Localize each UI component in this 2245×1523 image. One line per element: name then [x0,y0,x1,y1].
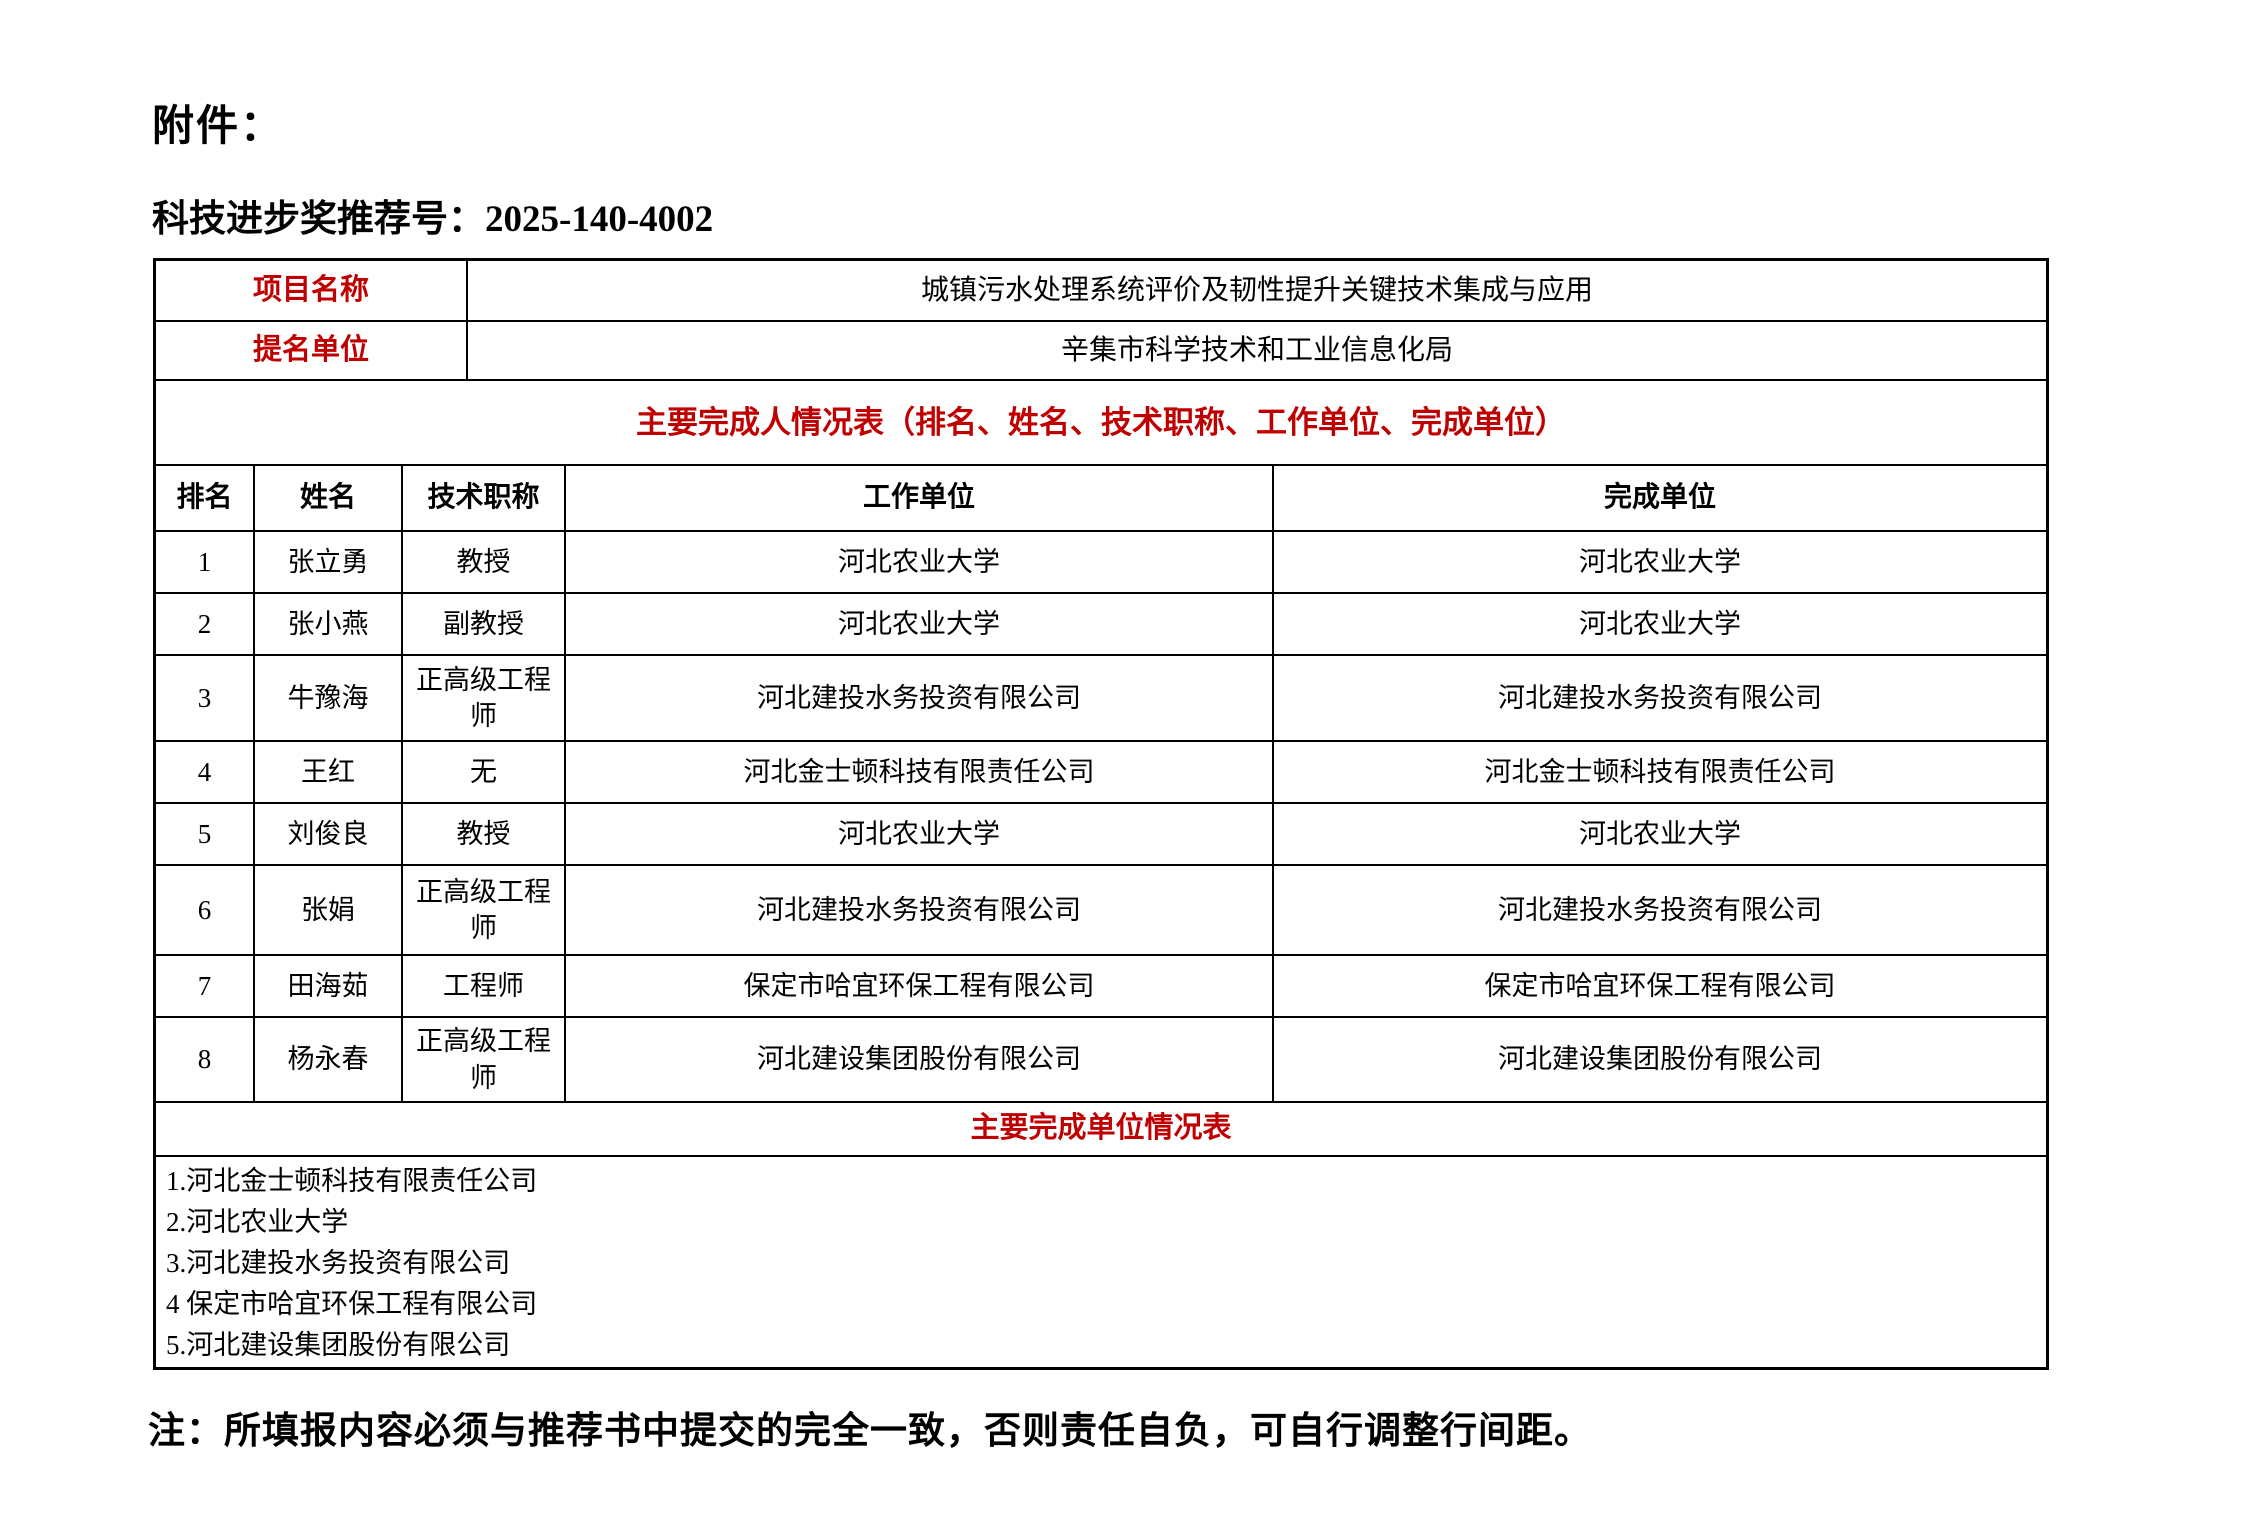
cell-rank: 8 [197,1044,212,1075]
cell-rank: 6 [197,894,212,925]
attachment-heading: 附件： [152,104,285,150]
cell-completion-unit: 河北建设集团股份有限公司 [1272,1018,2046,1101]
nominator-label: 提名单位 [252,333,369,366]
nominator-row: 提名单位 辛集市科学技术和工业信息化局 [156,320,2046,379]
completers-table-title: 主要完成人情况表（排名、姓名、技术职称、工作单位、完成单位） [636,404,1566,440]
cell-title: 教授 [401,804,564,864]
cell-work-unit: 河北农业大学 [564,532,1272,592]
nominator-value: 辛集市科学技术和工业信息化局 [466,322,2046,379]
cell-title: 正高级工程师 [401,656,564,740]
list-item: 2.河北农业大学 [166,1207,349,1237]
table-row: 4 王红 无 河北金士顿科技有限责任公司 河北金士顿科技有限责任公司 [156,740,2046,802]
cell-name: 王红 [253,742,401,802]
units-list-row: 1.河北金士顿科技有限责任公司 2.河北农业大学 3.河北建投水务投资有限公司 … [156,1155,2046,1367]
cell-name: 田海茹 [253,956,401,1016]
recommendation-number: 2025-140-4002 [485,199,714,240]
cell-completion-unit: 河北建投水务投资有限公司 [1272,656,2046,740]
cell-title: 教授 [401,532,564,592]
cell-completion-unit: 河北金士顿科技有限责任公司 [1272,742,2046,802]
table-row: 6 张娟 正高级工程师 河北建投水务投资有限公司 河北建投水务投资有限公司 [156,864,2046,954]
cell-completion-unit: 保定市哈宜环保工程有限公司 [1272,956,2046,1016]
cell-title: 副教授 [401,594,564,654]
table-row: 7 田海茹 工程师 保定市哈宜环保工程有限公司 保定市哈宜环保工程有限公司 [156,954,2046,1016]
footer-note: 注：所填报内容必须与推荐书中提交的完全一致，否则责任自负，可自行调整行间距。 [148,1411,1592,1452]
table-row: 8 杨永春 正高级工程师 河北建设集团股份有限公司 河北建设集团股份有限公司 [156,1016,2046,1101]
cell-work-unit: 河北建设集团股份有限公司 [564,1018,1272,1101]
cell-work-unit: 河北建投水务投资有限公司 [564,656,1272,740]
header-completion-unit: 完成单位 [1272,466,2046,530]
cell-title: 正高级工程师 [401,866,564,954]
cell-completion-unit: 河北农业大学 [1272,532,2046,592]
cell-rank: 3 [197,682,212,713]
cell-work-unit: 河北农业大学 [564,804,1272,864]
units-title-row: 主要完成单位情况表 [156,1101,2046,1155]
cell-name: 刘俊良 [253,804,401,864]
award-table: 项目名称 城镇污水处理系统评价及韧性提升关键技术集成与应用 提名单位 辛集市科学… [153,258,2049,1370]
cell-completion-unit: 河北农业大学 [1272,804,2046,864]
list-item: 1.河北金士顿科技有限责任公司 [166,1166,538,1196]
completers-title-row: 主要完成人情况表（排名、姓名、技术职称、工作单位、完成单位） [156,379,2046,464]
units-list: 1.河北金士顿科技有限责任公司 2.河北农业大学 3.河北建投水务投资有限公司 … [156,1157,2046,1367]
cell-title: 正高级工程师 [401,1018,564,1101]
cell-rank: 4 [197,756,212,787]
cell-title: 工程师 [401,956,564,1016]
cell-name: 张立勇 [253,532,401,592]
table-row: 2 张小燕 副教授 河北农业大学 河北农业大学 [156,592,2046,654]
project-name-row: 项目名称 城镇污水处理系统评价及韧性提升关键技术集成与应用 [156,261,2046,320]
list-item: 4 保定市哈宜环保工程有限公司 [166,1289,538,1319]
header-name: 姓名 [253,466,401,530]
units-table-title: 主要完成单位情况表 [970,1112,1232,1145]
recommendation-label: 科技进步奖推荐号： [152,199,485,240]
cell-rank: 1 [197,546,212,577]
list-item: 3.河北建投水务投资有限公司 [166,1248,511,1278]
project-name-label: 项目名称 [252,273,369,306]
table-row: 1 张立勇 教授 河北农业大学 河北农业大学 [156,530,2046,592]
cell-name: 牛豫海 [253,656,401,740]
cell-work-unit: 河北农业大学 [564,594,1272,654]
list-item: 5.河北建设集团股份有限公司 [166,1330,511,1360]
header-work-unit: 工作单位 [564,466,1272,530]
cell-work-unit: 河北建投水务投资有限公司 [564,866,1272,954]
cell-work-unit: 河北金士顿科技有限责任公司 [564,742,1272,802]
cell-completion-unit: 河北建投水务投资有限公司 [1272,866,2046,954]
table-row: 5 刘俊良 教授 河北农业大学 河北农业大学 [156,802,2046,864]
project-name-value: 城镇污水处理系统评价及韧性提升关键技术集成与应用 [466,261,2046,320]
cell-name: 张小燕 [253,594,401,654]
cell-rank: 2 [197,608,212,639]
cell-rank: 7 [197,970,212,1001]
cell-rank: 5 [197,818,212,849]
header-title: 技术职称 [401,466,564,530]
cell-work-unit: 保定市哈宜环保工程有限公司 [564,956,1272,1016]
cell-name: 张娟 [253,866,401,954]
completers-header-row: 排名 姓名 技术职称 工作单位 完成单位 [156,464,2046,530]
header-rank: 排名 [176,482,233,514]
cell-title: 无 [401,742,564,802]
table-row: 3 牛豫海 正高级工程师 河北建投水务投资有限公司 河北建投水务投资有限公司 [156,654,2046,740]
cell-name: 杨永春 [253,1018,401,1101]
recommendation-line: 科技进步奖推荐号：2025-140-4002 [152,188,713,242]
cell-completion-unit: 河北农业大学 [1272,594,2046,654]
